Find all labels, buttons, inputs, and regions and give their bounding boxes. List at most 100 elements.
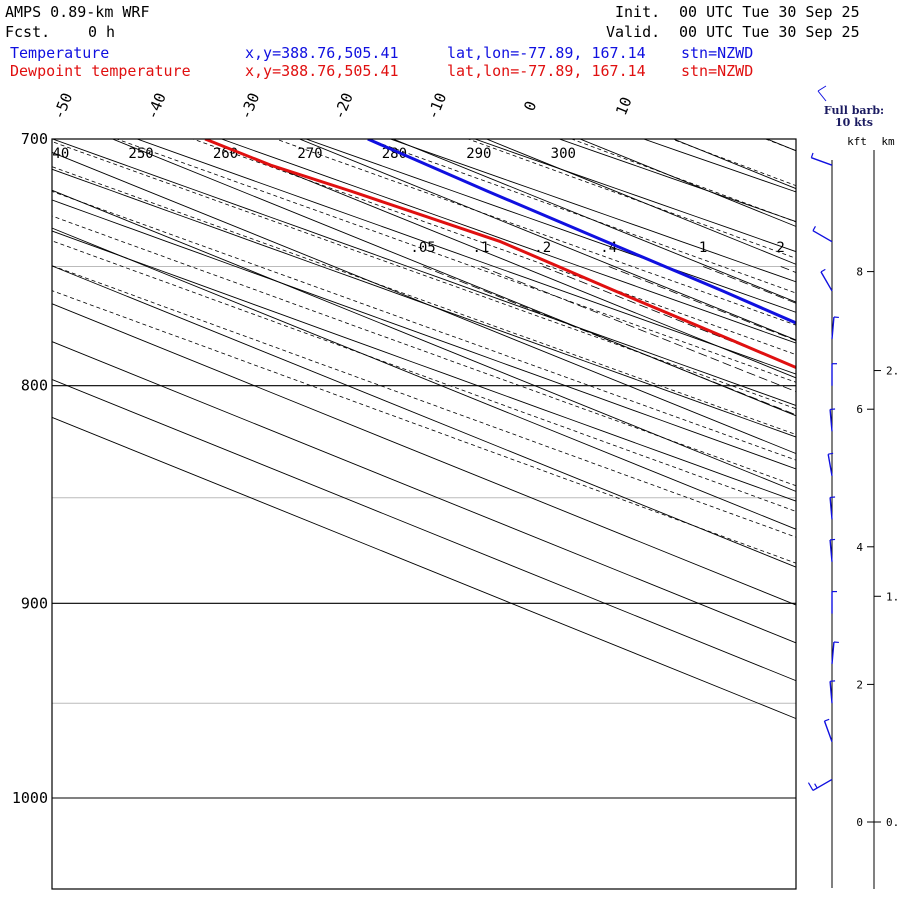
wind-barb bbox=[827, 454, 833, 476]
moist-adiabat bbox=[366, 139, 796, 294]
wind-barb bbox=[829, 681, 833, 704]
moist-adiabat bbox=[52, 215, 796, 487]
legend-temperature-name: Temperature bbox=[10, 44, 110, 62]
dry-adiabat bbox=[304, 139, 796, 313]
moist-adiabat bbox=[191, 139, 796, 356]
moist-adiabat bbox=[570, 139, 796, 223]
plot-area: 220230240250260270280290300.05.1.2.41234… bbox=[44, 85, 900, 880]
series-temperature bbox=[367, 139, 796, 325]
series-dewpoint-temperature bbox=[204, 139, 796, 370]
legend-dewpoint-name: Dewpoint temperature bbox=[10, 62, 191, 80]
mixing-ratio-line bbox=[608, 266, 796, 342]
dry-adiabat bbox=[52, 139, 796, 406]
mixing-ratio-line bbox=[480, 266, 796, 393]
kft-axis-label: kft bbox=[847, 135, 867, 148]
moist-adiabat bbox=[713, 85, 900, 870]
valid-value: 00 UTC Tue 30 Sep 25 bbox=[679, 23, 860, 41]
kft-label: 6 bbox=[856, 403, 863, 416]
isotherm-line bbox=[392, 139, 796, 303]
isotherm-label: -10 bbox=[423, 90, 450, 122]
moist-adiabat bbox=[52, 190, 796, 461]
wind-barbs bbox=[807, 152, 839, 888]
mixing-ratio-line bbox=[780, 266, 796, 273]
moist-adiabat bbox=[52, 166, 796, 435]
moist-adiabat bbox=[52, 265, 796, 538]
isotherm-line bbox=[52, 151, 796, 455]
isotherm-line bbox=[112, 139, 796, 417]
legend-temperature-stn: stn=NZWD bbox=[681, 44, 754, 62]
legend-temperature-latlon: lat,lon=-77.89, 167.14 bbox=[447, 44, 646, 62]
wind-barb-feather bbox=[814, 783, 818, 789]
legend-temperature-xy: x,y=388.76,505.41 bbox=[245, 44, 399, 62]
mixing-ratio-line bbox=[702, 266, 796, 304]
isotherm-label: -30 bbox=[236, 90, 263, 122]
mixing-ratio-line bbox=[422, 266, 796, 416]
barb-legend: Full barb: 10 kts bbox=[817, 85, 884, 129]
isotherm-line bbox=[52, 379, 796, 682]
wind-barb-feather bbox=[807, 782, 814, 791]
wind-barb bbox=[829, 497, 833, 520]
wind-barb-feather bbox=[824, 718, 830, 722]
isotherm-line bbox=[486, 139, 796, 265]
init-value: 00 UTC Tue 30 Sep 25 bbox=[679, 3, 860, 21]
isotherm-line bbox=[52, 227, 796, 530]
moist-adiabat bbox=[52, 141, 796, 410]
wind-barb-feather bbox=[828, 452, 834, 455]
kft-label: 2 bbox=[856, 678, 863, 691]
moist-adiabat bbox=[52, 290, 796, 564]
height-axis: kft km 0 2 4 6 8 0. 1. 2. bbox=[847, 135, 899, 889]
wind-barb bbox=[829, 539, 833, 562]
kft-label: 8 bbox=[856, 266, 863, 279]
moist-adiabat bbox=[115, 139, 796, 383]
isotherm-line bbox=[52, 303, 796, 606]
moist-adiabat bbox=[670, 139, 796, 187]
mixing-ratio-label: 4 bbox=[860, 240, 868, 256]
dry-adiabat bbox=[135, 139, 796, 375]
km-label: 2. bbox=[886, 365, 899, 378]
mixing-ratio-label: .2 bbox=[534, 240, 551, 256]
kft-label: 4 bbox=[856, 541, 863, 554]
kft-label: 0 bbox=[856, 816, 863, 829]
dry-adiabat bbox=[52, 230, 796, 502]
fcst-label: Fcst. bbox=[5, 23, 51, 41]
isotherm-label: -50 bbox=[49, 90, 76, 122]
wind-barb bbox=[831, 641, 835, 664]
isotherm-label: 0 bbox=[520, 99, 540, 114]
isotherm-line bbox=[205, 139, 796, 379]
moist-adiabat bbox=[274, 139, 796, 326]
wind-barb bbox=[820, 271, 833, 292]
valid-label: Valid. bbox=[606, 23, 661, 41]
wind-barb bbox=[812, 230, 833, 243]
mixing-ratio-label: .05 bbox=[410, 240, 435, 256]
wind-barb bbox=[811, 157, 833, 166]
theta-label: 250 bbox=[128, 146, 153, 162]
theta-label: 270 bbox=[297, 146, 322, 162]
moist-adiabat bbox=[796, 85, 900, 870]
barb-legend-line2: 10 kts bbox=[835, 116, 873, 129]
isotherm-line bbox=[52, 265, 796, 568]
isotherm-line bbox=[299, 139, 796, 341]
mixing-ratio-line bbox=[542, 266, 796, 368]
isotherm-line bbox=[52, 416, 796, 720]
isotherm-line bbox=[52, 341, 796, 644]
mixing-ratio-label: 1 bbox=[699, 240, 707, 256]
legend-dewpoint-xy: x,y=388.76,505.41 bbox=[245, 62, 399, 80]
dry-adiabat bbox=[557, 139, 796, 223]
model-title: AMPS 0.89-km WRF bbox=[5, 3, 150, 21]
legend-dewpoint-stn: stn=NZWD bbox=[681, 62, 754, 80]
km-label: 1. bbox=[886, 590, 899, 603]
legend-dewpoint-latlon: lat,lon=-77.89, 167.14 bbox=[447, 62, 646, 80]
wind-barb-feather bbox=[820, 268, 826, 273]
pressure-label: 900 bbox=[21, 594, 48, 612]
km-label: 0. bbox=[886, 816, 899, 829]
pressure-label: 1000 bbox=[12, 789, 48, 807]
plot-frame bbox=[51, 138, 797, 890]
wind-barb bbox=[823, 720, 833, 742]
theta-label: 300 bbox=[551, 146, 576, 162]
mixing-ratio-line bbox=[864, 267, 900, 880]
theta-label: 240 bbox=[44, 146, 69, 162]
km-axis-label: km bbox=[881, 135, 895, 148]
isotherm-label: -40 bbox=[143, 90, 170, 122]
